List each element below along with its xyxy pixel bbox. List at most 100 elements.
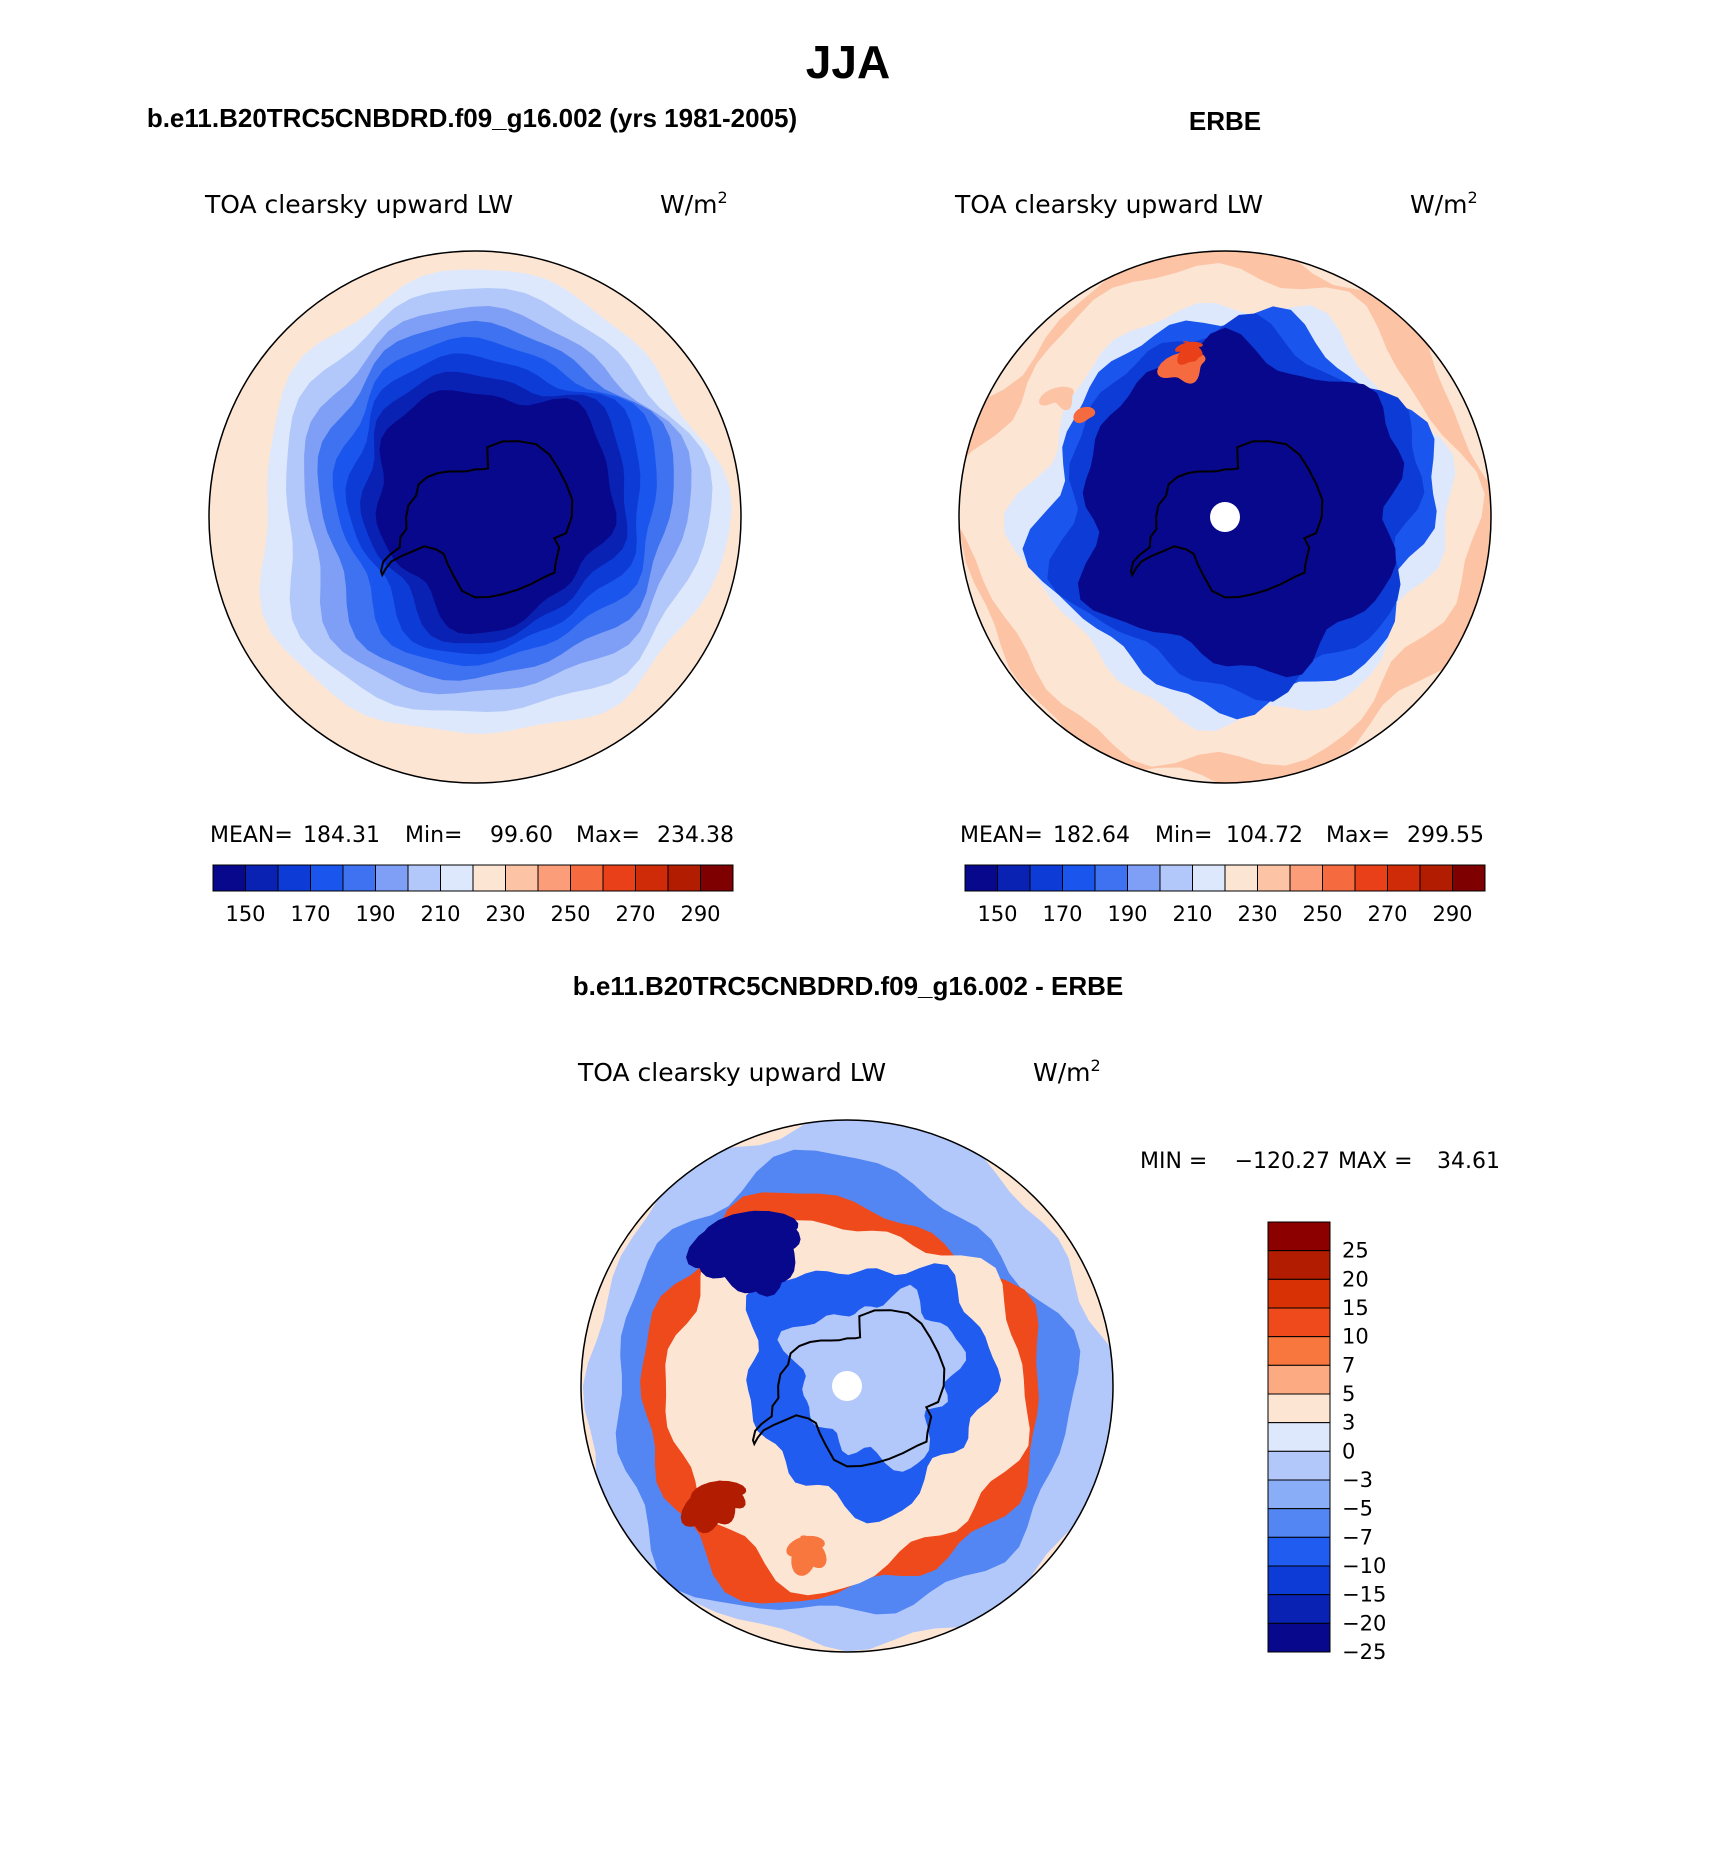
obs-warm-patch-280 xyxy=(1175,341,1203,365)
diff-colorbar-tick-label: −10 xyxy=(1342,1554,1386,1578)
diff-colorbar-tick-label: 25 xyxy=(1342,1239,1369,1263)
model-colorbar-tick-label: 170 xyxy=(290,902,330,926)
diff-colorbar-tick-label: 0 xyxy=(1342,1439,1355,1463)
diff-contour-band-5 xyxy=(777,1284,967,1472)
obs-colorbar-swatch-0 xyxy=(964,864,998,892)
diff-min-value: −120.27 xyxy=(1235,1149,1330,1174)
diff-colorbar-swatch-12 xyxy=(1267,1565,1331,1596)
model-colorbar-swatch-12 xyxy=(602,864,636,892)
obs-units-label: W/m2 xyxy=(1410,188,1478,219)
model-colorbar-swatch-9 xyxy=(505,864,539,892)
obs-colorbar-swatch-10 xyxy=(1289,864,1323,892)
diff-colorbar-swatch-8 xyxy=(1267,1450,1331,1481)
model-colorbar-tick-label: 290 xyxy=(680,902,720,926)
obs-warm-patch-secondary xyxy=(1073,406,1096,424)
model-colorbar-swatch-4 xyxy=(342,864,376,892)
obs-colorbar-swatch-8 xyxy=(1224,864,1258,892)
diff-max-label: MAX = xyxy=(1338,1149,1413,1174)
diff-colorbar-swatch-7 xyxy=(1267,1422,1331,1452)
diff-units-sup: 2 xyxy=(1091,1056,1101,1075)
obs-contour-band-130 xyxy=(1077,327,1405,678)
model-antarctica-coastline xyxy=(379,440,574,599)
diff-patch-12 xyxy=(786,1535,827,1576)
model-units-sup: 2 xyxy=(718,188,728,207)
model-colorbar-tick-label: 150 xyxy=(225,902,265,926)
diff-colorbar-tick-label: 10 xyxy=(1342,1325,1369,1349)
obs-pole-hole xyxy=(1210,502,1240,532)
diff-panel: TOA clearsky upward LW W/m2 MIN = −120.2… xyxy=(577,1056,1500,1664)
model-colorbar-tick-label: 230 xyxy=(485,902,525,926)
model-colorbar-swatch-10 xyxy=(537,864,571,892)
diff-pole-hole xyxy=(832,1371,862,1401)
diff-colorbar: 25 20 15 10 7 5 3 0 −3 −5 −7 −10 −15 −20 −25 xyxy=(1267,1221,1386,1664)
model-colorbar-tick-label: 270 xyxy=(615,902,655,926)
diff-colorbar-swatch-5 xyxy=(1267,1364,1331,1395)
obs-min-value: 104.72 xyxy=(1226,823,1303,848)
model-variable-label: TOA clearsky upward LW xyxy=(204,190,513,219)
obs-colorbar-swatch-1 xyxy=(997,864,1031,892)
obs-colorbar-tick-label: 230 xyxy=(1237,902,1277,926)
model-colorbar-swatch-14 xyxy=(667,864,701,892)
obs-colorbar-swatch-11 xyxy=(1322,864,1356,892)
obs-colorbar-tick-label: 150 xyxy=(977,902,1017,926)
diff-colorbar-tick-label: −20 xyxy=(1342,1611,1386,1635)
diff-colorbar-tick-label: −3 xyxy=(1342,1468,1373,1492)
model-colorbar-tick-label: 210 xyxy=(420,902,460,926)
diff-colorbar-swatch-11 xyxy=(1267,1536,1331,1567)
model-colorbar: 150 170 190 210 230 250 270 290 xyxy=(212,864,734,926)
model-max-label: Max= xyxy=(576,823,640,848)
obs-colorbar-swatch-3 xyxy=(1062,864,1096,892)
obs-variable-label: TOA clearsky upward LW xyxy=(954,190,1263,219)
obs-colorbar-swatch-7 xyxy=(1192,864,1226,892)
model-colorbar-swatch-11 xyxy=(570,864,604,892)
diff-colorbar-swatch-0 xyxy=(1267,1221,1331,1252)
diff-units-label: W/m2 xyxy=(1033,1056,1101,1087)
obs-colorbar-swatch-14 xyxy=(1419,864,1453,892)
model-units-label: W/m2 xyxy=(660,188,728,219)
obs-colorbar-tick-label: 250 xyxy=(1302,902,1342,926)
obs-colorbar-tick-label: 210 xyxy=(1172,902,1212,926)
diff-units-text: W/m xyxy=(1033,1058,1091,1087)
diff-min-label: MIN = xyxy=(1140,1149,1207,1174)
obs-colorbar-swatch-13 xyxy=(1387,864,1421,892)
obs-max-value: 299.55 xyxy=(1407,823,1484,848)
obs-units-sup: 2 xyxy=(1468,188,1478,207)
obs-mean-label: MEAN= xyxy=(960,823,1043,848)
diff-colorbar-swatch-2 xyxy=(1267,1278,1331,1309)
diff-colorbar-swatch-9 xyxy=(1267,1479,1331,1510)
diff-colorbar-tick-label: −25 xyxy=(1342,1640,1386,1664)
model-panel: TOA clearsky upward LW W/m2 MEAN= 184.31… xyxy=(204,188,742,926)
obs-map-boundary xyxy=(958,250,1492,784)
diff-colorbar-tick-label: −5 xyxy=(1342,1497,1373,1521)
diff-map-boundary xyxy=(580,1119,1114,1653)
model-mean-value: 184.31 xyxy=(303,823,380,848)
diff-colorbar-tick-label: −7 xyxy=(1342,1525,1373,1549)
obs-colorbar-tick-label: 270 xyxy=(1367,902,1407,926)
model-colorbar-swatch-15 xyxy=(700,864,734,892)
diff-colorbar-tick-label: 15 xyxy=(1342,1296,1369,1320)
model-max-value: 234.38 xyxy=(657,823,734,848)
model-colorbar-swatch-6 xyxy=(407,864,441,892)
obs-colorbar-tick-label: 170 xyxy=(1042,902,1082,926)
obs-colorbar-swatch-5 xyxy=(1127,864,1161,892)
diff-antarctica-coastline xyxy=(751,1309,946,1468)
model-min-value: 99.60 xyxy=(490,823,553,848)
diff-colorbar-tick-label: 3 xyxy=(1342,1411,1355,1435)
obs-colorbar-swatch-9 xyxy=(1257,864,1291,892)
model-colorbar-swatch-2 xyxy=(277,864,311,892)
obs-max-label: Max= xyxy=(1326,823,1390,848)
model-map-boundary xyxy=(208,250,742,784)
diff-colorbar-swatch-1 xyxy=(1267,1250,1331,1280)
obs-panel-title: ERBE xyxy=(1189,106,1261,136)
diff-colorbar-tick-label: 20 xyxy=(1342,1267,1369,1291)
obs-colorbar-tick-label: 290 xyxy=(1432,902,1472,926)
model-map-field xyxy=(229,251,741,755)
model-colorbar-tick-label: 250 xyxy=(550,902,590,926)
diff-colorbar-swatch-14 xyxy=(1267,1622,1331,1653)
diff-colorbar-swatch-6 xyxy=(1267,1393,1331,1424)
diff-colorbar-swatch-3 xyxy=(1267,1307,1331,1338)
diff-colorbar-tick-label: 5 xyxy=(1342,1382,1355,1406)
obs-panel: TOA clearsky upward LW W/m2 MEAN= 182.64… xyxy=(954,188,1492,926)
obs-units-text: W/m xyxy=(1410,190,1468,219)
obs-colorbar: 150 170 190 210 230 250 270 290 xyxy=(964,864,1486,926)
